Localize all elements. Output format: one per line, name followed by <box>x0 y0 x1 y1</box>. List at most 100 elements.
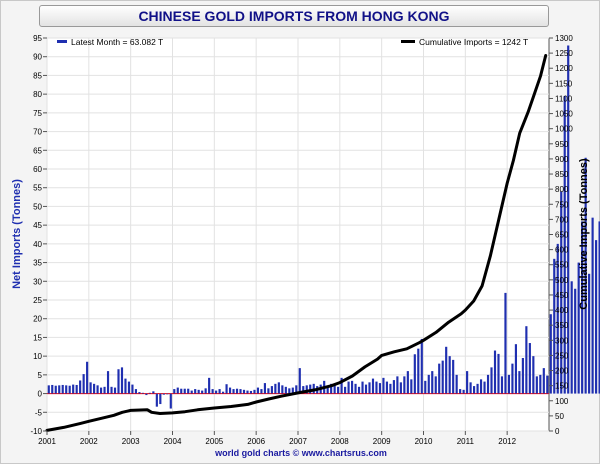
bar <box>253 390 255 394</box>
bar <box>539 375 541 394</box>
bar <box>396 376 398 393</box>
left-tick-label: 75 <box>33 109 42 118</box>
bar <box>55 386 57 394</box>
right-tick-label: 50 <box>555 412 564 421</box>
bar <box>278 382 280 393</box>
right-tick-label: 700 <box>555 215 569 224</box>
right-axis-title: Cumulative Imports (Tonnes) <box>578 158 590 310</box>
right-tick-label: 1050 <box>555 110 573 119</box>
x-tick-label: 2008 <box>331 437 349 446</box>
bar <box>351 381 353 394</box>
bar <box>83 374 85 393</box>
bar <box>267 388 269 393</box>
bar <box>208 378 210 394</box>
bar <box>72 385 74 394</box>
bar <box>414 354 416 393</box>
bar <box>114 388 116 394</box>
right-tick-label: 800 <box>555 185 569 194</box>
bar <box>389 384 391 394</box>
bar <box>358 387 360 394</box>
bar <box>79 380 81 393</box>
bar <box>438 364 440 394</box>
bar <box>372 379 374 394</box>
bar <box>348 382 350 394</box>
x-tick-label: 2004 <box>164 437 182 446</box>
bar <box>51 385 53 394</box>
bar <box>393 380 395 393</box>
left-tick-label: 15 <box>33 333 42 342</box>
bar <box>236 389 238 394</box>
bar <box>550 314 552 393</box>
bar <box>100 388 102 394</box>
bar <box>285 387 287 394</box>
bar <box>110 387 112 394</box>
x-tick-label: 2002 <box>80 437 98 446</box>
bar <box>354 384 356 394</box>
left-tick-label: 0 <box>38 390 43 399</box>
bar <box>571 281 573 393</box>
right-tick-label: 200 <box>555 367 569 376</box>
right-tick-label: 100 <box>555 397 569 406</box>
bar <box>156 394 158 407</box>
bar <box>121 367 123 393</box>
left-tick-label: 80 <box>33 90 42 99</box>
right-tick-label: 550 <box>555 261 569 270</box>
left-tick-label: 65 <box>33 146 42 155</box>
bar <box>191 391 193 394</box>
x-tick-label: 2003 <box>122 437 140 446</box>
bar <box>152 391 154 393</box>
bar <box>344 387 346 394</box>
legend-bar-swatch <box>57 40 67 43</box>
left-tick-label: 45 <box>33 221 42 230</box>
left-tick-label: 55 <box>33 184 42 193</box>
bar <box>532 356 534 393</box>
right-tick-label: 350 <box>555 321 569 330</box>
left-tick-label: 50 <box>33 202 42 211</box>
bar <box>62 385 64 394</box>
bar <box>86 362 88 394</box>
bar <box>97 385 99 393</box>
right-tick-label: 300 <box>555 336 569 345</box>
bar <box>494 351 496 394</box>
left-tick-label: 60 <box>33 165 42 174</box>
bar <box>525 326 527 393</box>
right-tick-label: 1000 <box>555 125 573 134</box>
bar <box>421 339 423 394</box>
bar <box>103 387 105 394</box>
bar <box>459 389 461 393</box>
legend-line-swatch <box>401 40 415 43</box>
bar <box>518 371 520 393</box>
bar <box>368 382 370 393</box>
bar <box>149 393 151 394</box>
x-tick-label: 2006 <box>247 437 265 446</box>
bar <box>483 382 485 394</box>
bar <box>194 389 196 393</box>
bar <box>546 376 548 394</box>
left-tick-label: 20 <box>33 315 42 324</box>
bar <box>159 394 161 404</box>
bar <box>180 389 182 394</box>
bar <box>239 389 241 393</box>
bar <box>281 385 283 393</box>
bar <box>365 385 367 394</box>
bar <box>58 385 60 393</box>
bar <box>529 343 531 394</box>
bar <box>382 378 384 394</box>
bar <box>215 391 217 394</box>
bar <box>271 386 273 393</box>
bar <box>480 379 482 393</box>
bar <box>177 388 179 394</box>
bar <box>497 354 499 394</box>
bar <box>410 379 412 393</box>
bar <box>107 371 109 393</box>
bar <box>142 393 144 394</box>
bar <box>442 361 444 394</box>
right-tick-label: 650 <box>555 231 569 240</box>
bar <box>424 381 426 394</box>
bar <box>574 289 576 394</box>
bar <box>435 376 437 393</box>
bar <box>417 349 419 394</box>
